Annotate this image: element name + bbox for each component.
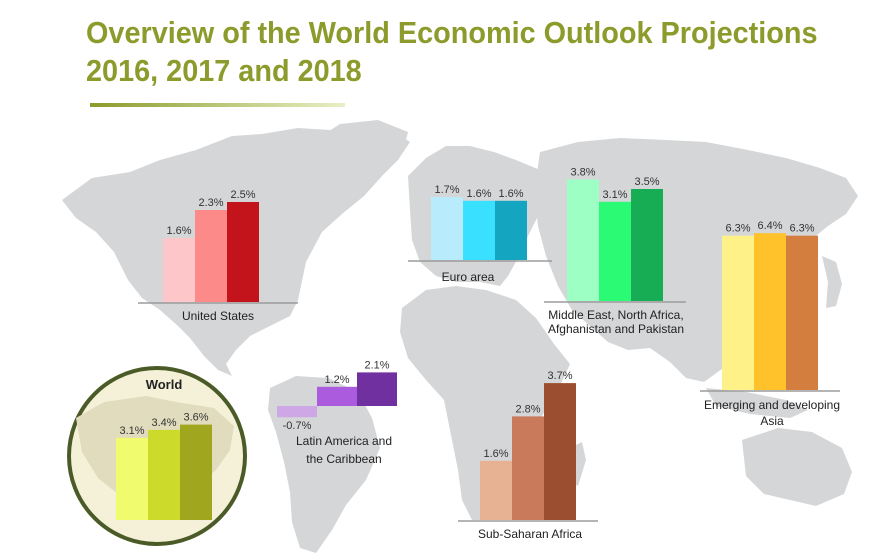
bar-us-2016 bbox=[163, 238, 195, 302]
label-latam-line-1: Latin America and bbox=[296, 434, 392, 448]
world-title: World bbox=[146, 377, 183, 392]
title-line-2: 2016, 2017 and 2018 bbox=[86, 53, 362, 88]
value-label-euro-2018: 1.6% bbox=[498, 188, 523, 200]
bar-ssa-2017 bbox=[512, 416, 544, 520]
label-mena-line-2: Afghanistan and Pakistan bbox=[548, 322, 684, 336]
bar-asia-2017 bbox=[754, 233, 786, 390]
label-asia-line-2: Asia bbox=[760, 414, 784, 428]
bar-latam-2016 bbox=[277, 406, 317, 418]
value-label-ssa-2016: 1.6% bbox=[483, 448, 508, 460]
label-euro-area: Euro area bbox=[442, 270, 495, 284]
bar-mena-2016 bbox=[567, 179, 599, 301]
bar-latam-2017 bbox=[317, 386, 357, 406]
bar-us-2017 bbox=[195, 210, 227, 302]
land-japan bbox=[822, 256, 842, 308]
land-africa bbox=[400, 286, 570, 520]
bar-ssa-2016 bbox=[480, 460, 512, 520]
value-label-asia-2017: 6.4% bbox=[757, 220, 782, 232]
value-label-world-2017: 3.4% bbox=[151, 417, 176, 429]
value-label-mena-2018: 3.5% bbox=[634, 176, 659, 188]
value-label-ssa-2018: 3.7% bbox=[547, 370, 572, 382]
value-label-world-2018: 3.6% bbox=[183, 412, 208, 424]
value-label-mena-2017: 3.1% bbox=[602, 189, 627, 201]
value-label-us-2018: 2.5% bbox=[230, 189, 255, 201]
land-indonesia bbox=[706, 388, 808, 418]
bar-mena-2018 bbox=[631, 189, 663, 301]
bar-ssa-2018 bbox=[544, 383, 576, 520]
value-label-latam-2017: 1.2% bbox=[324, 374, 349, 386]
bar-world-2016 bbox=[116, 437, 148, 520]
page-title: Overview of the World Economic Outlook P… bbox=[86, 14, 818, 90]
label-latam-line-2: the Caribbean bbox=[306, 452, 381, 466]
land-australia bbox=[742, 428, 852, 506]
label-united-states: United States bbox=[182, 309, 254, 323]
value-label-latam-2016: -0.7% bbox=[283, 420, 312, 432]
bar-world-2018 bbox=[180, 424, 212, 520]
value-label-ssa-2017: 2.8% bbox=[515, 403, 540, 415]
land-south-america bbox=[268, 376, 380, 553]
value-label-mena-2016: 3.8% bbox=[570, 166, 595, 178]
value-label-asia-2018: 6.3% bbox=[789, 223, 814, 235]
label-sub-saharan-africa: Sub-Saharan Africa bbox=[478, 527, 582, 541]
title-line-1: Overview of the World Economic Outlook P… bbox=[86, 15, 818, 50]
value-label-euro-2017: 1.6% bbox=[466, 188, 491, 200]
bar-us-2018 bbox=[227, 202, 259, 302]
land-asia bbox=[534, 138, 858, 382]
bar-world-2017 bbox=[148, 429, 180, 520]
value-label-us-2016: 1.6% bbox=[166, 225, 191, 237]
label-mena-line-1: Middle East, North Africa, bbox=[548, 308, 683, 322]
bars-layer: 3.1% 3.4% 3.6% 1.6% 2.3% 2.5% 1.7% 1.6% 1.6% 3.8%… bbox=[116, 166, 840, 522]
value-label-us-2017: 2.3% bbox=[198, 197, 223, 209]
label-asia-line-1: Emerging and developing bbox=[704, 398, 840, 412]
land-greenland bbox=[312, 120, 408, 176]
bar-latam-2018 bbox=[357, 372, 397, 406]
bar-euro-2017 bbox=[463, 200, 495, 260]
value-label-asia-2016: 6.3% bbox=[725, 223, 750, 235]
bar-asia-2016 bbox=[722, 235, 754, 390]
bar-euro-2018 bbox=[495, 200, 527, 260]
value-label-world-2016: 3.1% bbox=[119, 425, 144, 437]
bar-euro-2016 bbox=[431, 197, 463, 260]
region-labels: United States Euro area Middle East, Nor… bbox=[182, 270, 840, 541]
value-label-euro-2016: 1.7% bbox=[434, 184, 459, 196]
title-underline bbox=[90, 103, 345, 107]
value-label-latam-2018: 2.1% bbox=[364, 359, 389, 371]
bar-asia-2018 bbox=[786, 235, 818, 390]
bar-mena-2017 bbox=[599, 201, 631, 301]
